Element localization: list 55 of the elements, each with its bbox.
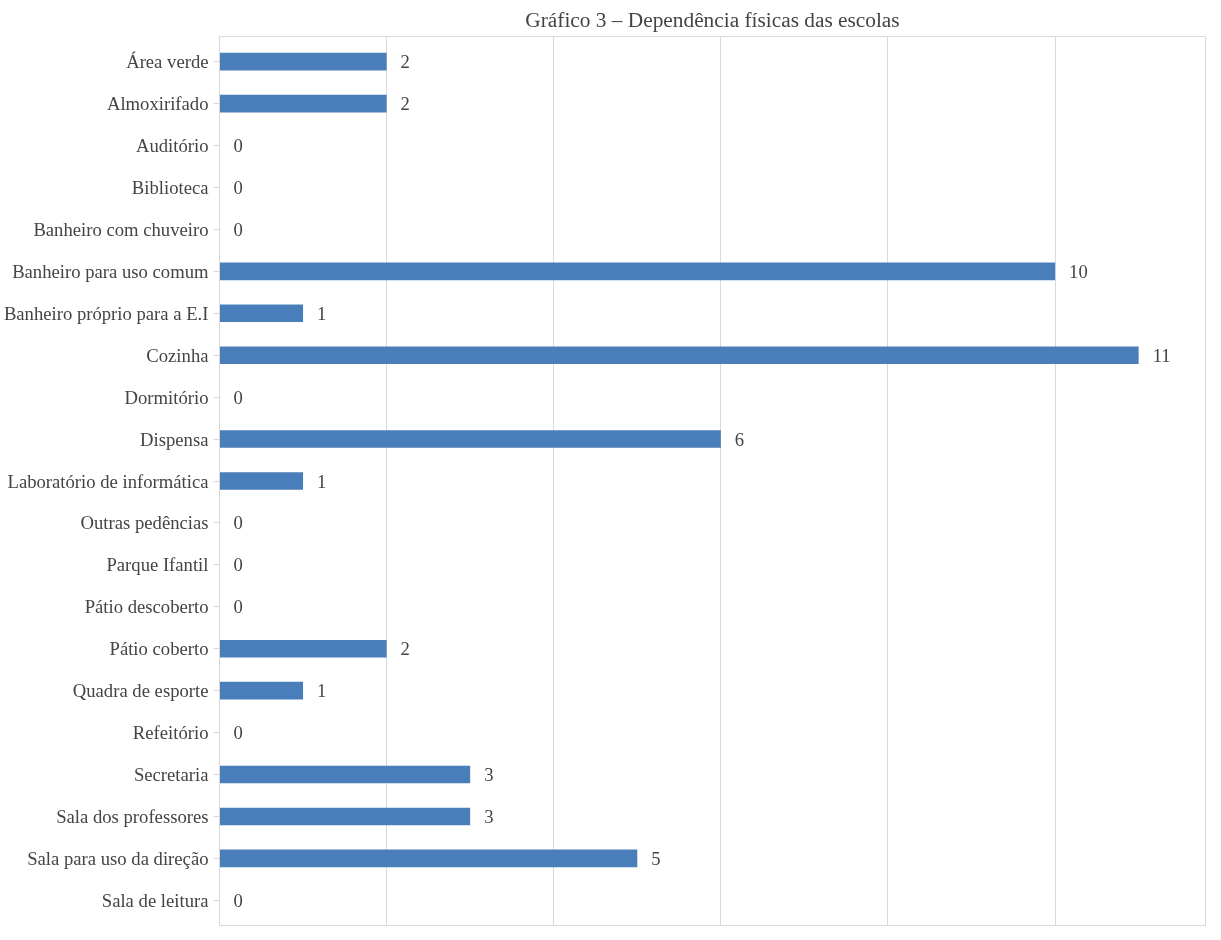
data-label: 3 (484, 805, 494, 827)
data-label: 1 (317, 302, 327, 324)
chart-title: Gráfico 3 – Dependência físicas das escolas (525, 7, 900, 32)
y-tick-label: Pátio coberto (109, 638, 209, 660)
data-label: 0 (233, 218, 243, 240)
bar (219, 849, 638, 868)
data-label: 0 (233, 386, 243, 408)
data-label: 3 (484, 764, 494, 786)
data-label: 0 (233, 176, 243, 198)
y-tick-label: Banheiro com chuveiro (33, 218, 209, 240)
y-tick-label: Banheiro para uso comum (12, 260, 209, 282)
data-label: 6 (734, 428, 745, 450)
y-tick-label: Dispensa (140, 428, 210, 450)
bar (219, 765, 471, 784)
y-tick-label: Área verde (126, 51, 209, 73)
bar (219, 430, 721, 448)
bar (219, 52, 387, 71)
y-tick-label: Laboratório de informática (7, 470, 210, 492)
y-tick-label: Outras pedências (80, 512, 209, 534)
y-tick-label: Sala dos professores (56, 805, 209, 827)
data-label: 1 (317, 470, 327, 492)
bar (219, 681, 304, 700)
y-tick-label: Sala para uso da direção (27, 847, 209, 869)
data-label: 2 (400, 93, 410, 115)
y-tick-label: Banheiro próprio para a E.I (3, 302, 209, 324)
bar (219, 304, 304, 323)
bar (219, 807, 471, 826)
bar (219, 472, 304, 490)
y-tick-label: Almoxirifado (106, 93, 209, 115)
data-label: 2 (400, 638, 410, 660)
data-label: 0 (233, 135, 243, 157)
data-label: 2 (400, 51, 410, 73)
y-tick-label: Refeitório (132, 722, 209, 744)
y-tick-label: Sala de leitura (101, 889, 210, 911)
y-tick-label: Cozinha (146, 344, 210, 366)
y-tick-label: Quadra de esporte (72, 680, 209, 702)
y-tick-label: Parque Ifantil (106, 554, 209, 576)
data-label: 5 (651, 847, 661, 869)
data-label: 0 (233, 722, 243, 744)
bar (219, 262, 1056, 281)
data-label: 0 (233, 889, 243, 911)
data-label: 0 (233, 554, 243, 576)
data-label: 10 (1069, 260, 1088, 282)
y-tick-label: Biblioteca (131, 176, 210, 198)
data-label: 11 (1152, 344, 1171, 366)
bar (219, 346, 1139, 364)
data-label: 0 (233, 512, 243, 534)
data-label: 1 (317, 680, 327, 702)
y-tick-label: Dormitório (124, 386, 209, 408)
y-tick-label: Pátio descoberto (84, 596, 209, 618)
y-tick-label: Auditório (135, 135, 209, 157)
y-tick-label: Secretaria (133, 764, 210, 786)
data-label: 0 (233, 596, 243, 618)
bar (219, 639, 387, 658)
bar (219, 94, 387, 113)
